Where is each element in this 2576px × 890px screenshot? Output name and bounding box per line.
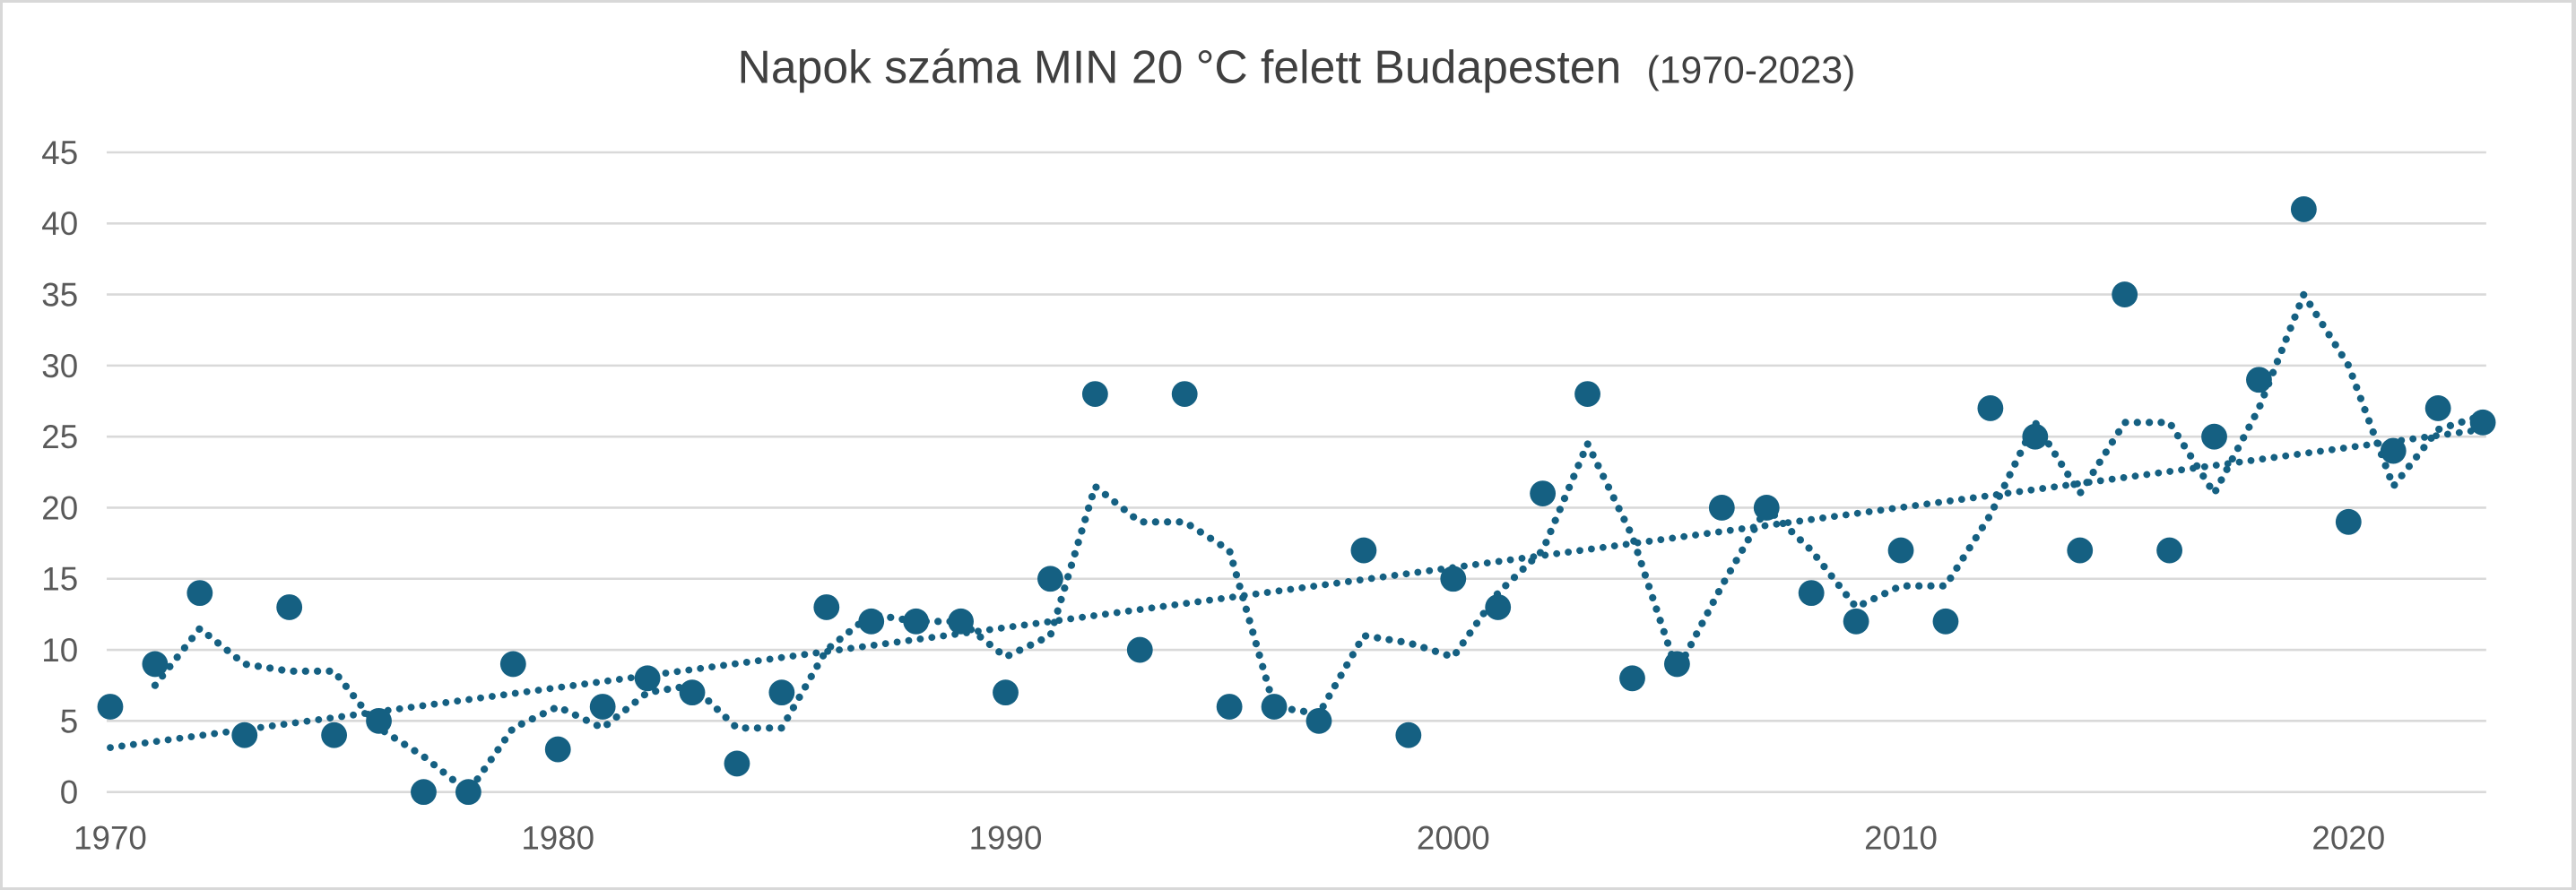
data-point-1997: [1305, 707, 1332, 734]
data-point-1985: [768, 679, 795, 706]
axis-labels-layer: 0 5 10 15 20 25 30 35 40 45 1970 1980 1990 2000 2010 20…: [41, 134, 2385, 856]
data-point-1994: [1171, 381, 1198, 408]
data-point-1996: [1261, 694, 1288, 720]
data-point-2006: [1708, 495, 1735, 521]
data-point-2009: [1843, 608, 1869, 635]
y-tick-label-10: 10: [41, 632, 78, 669]
data-point-1981: [589, 694, 616, 720]
data-point-2000: [1440, 566, 1467, 592]
data-point-1983: [679, 679, 706, 706]
data-point-1982: [634, 665, 661, 692]
chart-title-suffix: (1970-2023): [1647, 48, 1856, 91]
data-point-2015: [2112, 281, 2138, 308]
data-point-2007: [1753, 495, 1780, 521]
y-tick-label-45: 45: [41, 134, 78, 171]
data-point-1987: [858, 608, 885, 635]
data-point-2002: [1530, 480, 1557, 507]
x-tick-label-2010: 2010: [1864, 819, 1938, 856]
y-tick-label-20: 20: [41, 489, 78, 526]
data-point-2012: [1977, 395, 2004, 421]
data-point-1971: [142, 651, 169, 678]
data-point-2020: [2335, 508, 2362, 535]
data-point-2004: [1619, 665, 1645, 692]
data-point-2017: [2201, 423, 2227, 450]
data-point-2018: [2246, 367, 2272, 393]
data-point-1999: [1395, 722, 1422, 748]
x-tick-label-1980: 1980: [521, 819, 594, 856]
x-tick-label-2000: 2000: [1417, 819, 1490, 856]
data-point-2014: [2067, 537, 2094, 564]
data-point-1998: [1350, 537, 1377, 564]
data-point-1977: [411, 779, 437, 806]
linear-trendline: [107, 426, 2486, 751]
data-point-2013: [2022, 423, 2049, 450]
data-point-2022: [2424, 395, 2451, 421]
data-point-1984: [724, 750, 750, 777]
data-point-1975: [321, 722, 348, 748]
data-point-1972: [186, 580, 213, 607]
data-point-2011: [1932, 608, 1959, 635]
x-tick-label-2020: 2020: [2311, 819, 2385, 856]
y-tick-label-40: 40: [41, 205, 78, 242]
data-point-1974: [276, 594, 303, 620]
data-point-2005: [1663, 651, 1690, 678]
data-point-1989: [948, 608, 974, 635]
data-point-1986: [813, 594, 840, 620]
data-point-2019: [2290, 196, 2317, 222]
data-series-layer: [97, 196, 2496, 806]
y-tick-label-25: 25: [41, 419, 78, 455]
data-point-1988: [903, 608, 930, 635]
data-point-2003: [1574, 381, 1600, 408]
y-tick-label-35: 35: [41, 277, 78, 314]
x-tick-label-1990: 1990: [969, 819, 1043, 856]
data-point-1990: [993, 679, 1019, 706]
data-point-1980: [544, 736, 571, 763]
data-point-2001: [1485, 594, 1512, 620]
data-point-2010: [1887, 537, 1914, 564]
y-tick-label-5: 5: [60, 703, 78, 739]
gridlines-layer: [107, 151, 2486, 793]
data-point-2021: [2380, 437, 2407, 464]
data-point-1978: [455, 779, 481, 806]
data-point-1979: [499, 651, 526, 678]
chart-title: Napok száma MIN 20 °C felett Budapesten …: [738, 40, 1856, 92]
y-tick-label-30: 30: [41, 348, 78, 385]
data-point-1973: [231, 722, 258, 748]
data-point-1995: [1216, 694, 1243, 720]
y-tick-label-15: 15: [41, 561, 78, 598]
data-point-2008: [1798, 580, 1825, 607]
scatter-chart: 0 5 10 15 20 25 30 35 40 45 1970 1980 1990 2000 2010 20…: [41, 40, 2496, 856]
data-point-1993: [1126, 636, 1153, 663]
data-point-1991: [1037, 566, 1063, 592]
data-point-1992: [1081, 381, 1108, 408]
data-point-1976: [366, 707, 392, 734]
y-tick-label-0: 0: [60, 774, 78, 811]
data-point-1970: [97, 694, 124, 720]
chart-title-main: Napok száma MIN 20 °C felett Budapesten: [738, 40, 1622, 92]
data-point-2023: [2469, 409, 2496, 436]
x-tick-label-1970: 1970: [74, 819, 147, 856]
data-point-2016: [2156, 537, 2183, 564]
